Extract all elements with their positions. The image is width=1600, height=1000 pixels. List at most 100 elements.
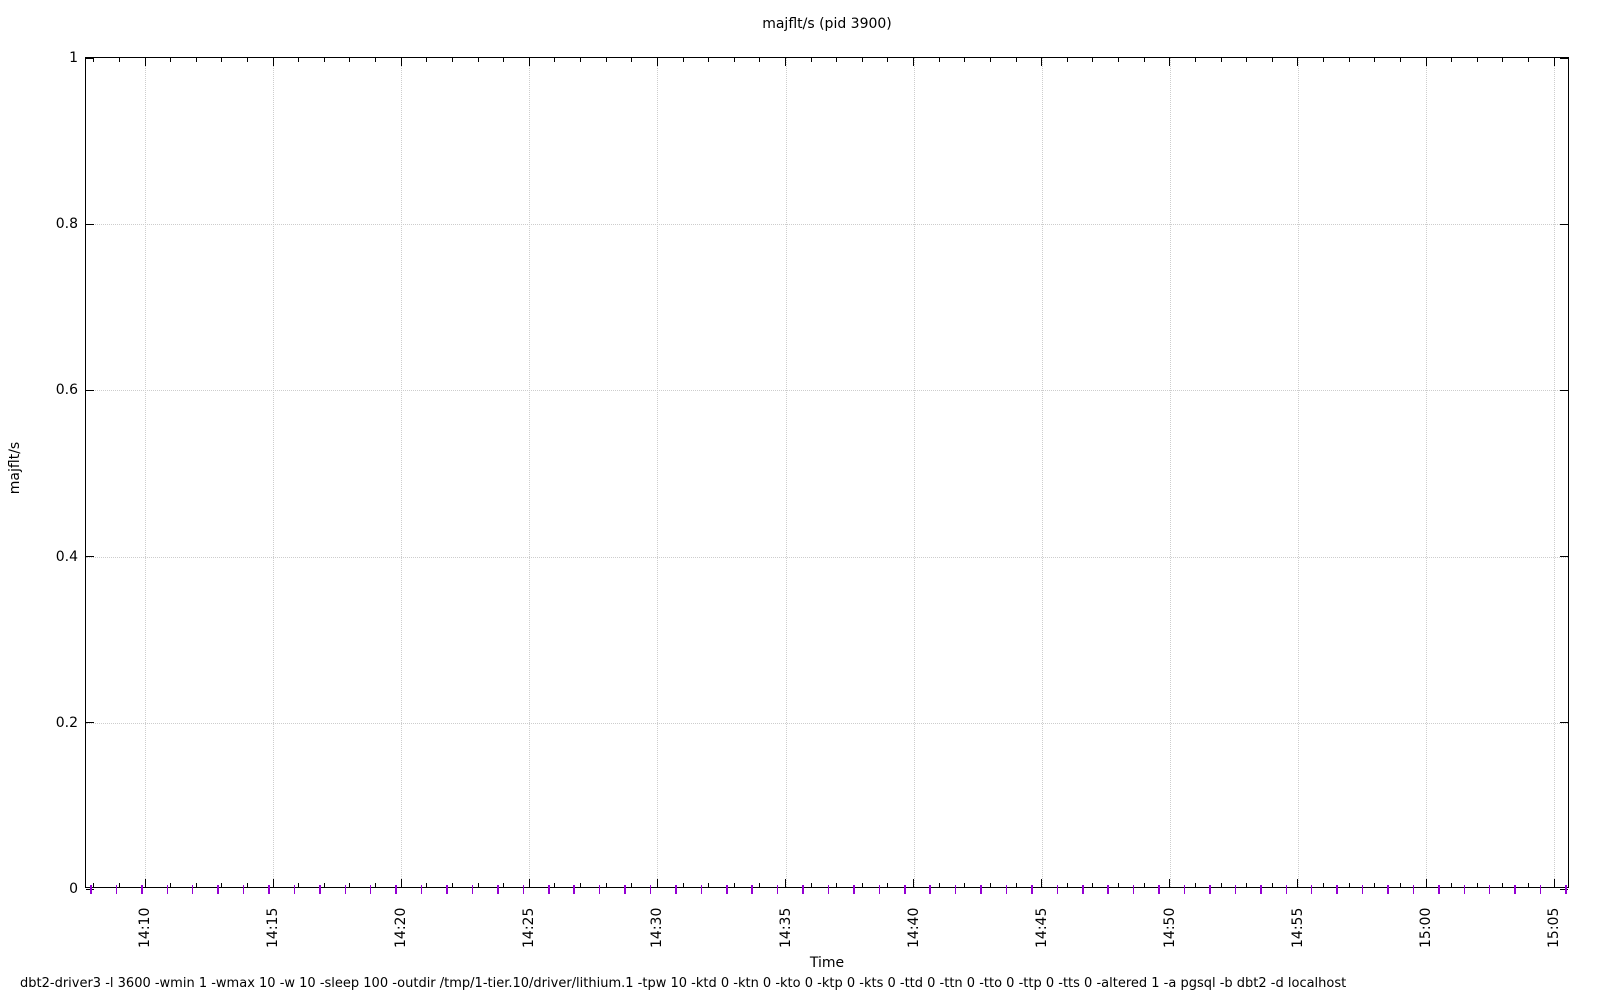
x-minor-tick-bottom (1066, 883, 1068, 887)
x-minor-tick-bottom (298, 883, 300, 887)
data-point-marker (293, 884, 296, 894)
data-point-marker (217, 884, 219, 894)
x-minor-tick-top (1374, 58, 1376, 62)
data-point-marker (802, 884, 804, 894)
plot-area: 0 0.2 0.4 0.6 0.8 1 14:10 14:15 14:20 14:25 14:30 1… (56, 50, 1569, 948)
x-minor-tick-bottom (118, 883, 120, 887)
x-minor-tick-top (1092, 58, 1094, 62)
y-gridline (86, 390, 1568, 392)
x-gridline (145, 58, 146, 887)
data-point-marker (242, 884, 245, 894)
data-point-marker (904, 884, 906, 894)
data-point-marker (1183, 884, 1186, 894)
x-minor-tick-bottom (1527, 883, 1529, 887)
x-minor-tick-bottom (426, 883, 428, 887)
data-point-marker (548, 884, 550, 894)
x-minor-tick-bottom (682, 883, 684, 887)
y-gridline (86, 556, 1568, 558)
x-minor-tick-top (1066, 58, 1068, 62)
x-gridline (913, 58, 915, 887)
data-point-marker (1285, 884, 1287, 894)
data-point-marker (929, 884, 931, 894)
x-tick-label-text: 14:15 (265, 907, 282, 948)
data-point-marker (1514, 884, 1516, 894)
data-point-marker (1158, 884, 1160, 894)
data-point-marker (700, 884, 703, 894)
x-minor-tick-bottom (1399, 883, 1401, 887)
x-minor-tick-bottom (170, 883, 172, 887)
x-tick-top (1553, 58, 1555, 66)
x-tick-label-text: 14:45 (1033, 907, 1050, 948)
y-tick-left (86, 223, 94, 225)
x-minor-tick-top (246, 58, 248, 62)
x-axis-label: Time (809, 955, 845, 971)
x-minor-tick-bottom (1015, 883, 1017, 887)
x-tick-label-text: 15:05 (1546, 907, 1563, 948)
y-tick-label: 0.8 (55, 216, 78, 233)
x-minor-tick-bottom (1451, 883, 1453, 887)
y-tick-right (1560, 888, 1568, 890)
x-tick-bottom (1297, 879, 1299, 887)
x-minor-tick-bottom (631, 883, 633, 887)
x-tick-top (1425, 58, 1427, 66)
y-tick-right (1560, 57, 1568, 59)
data-point-marker (369, 884, 372, 894)
data-point-marker (624, 884, 626, 894)
x-minor-tick-bottom (477, 883, 479, 887)
x-tick-label-text: 14:40 (905, 907, 922, 948)
x-minor-tick-top (810, 58, 812, 62)
y-tick-left (86, 722, 94, 724)
x-minor-tick-top (861, 58, 863, 62)
data-point-marker (1539, 884, 1542, 894)
y-tick-left (86, 57, 94, 59)
x-minor-tick-top (733, 58, 735, 62)
command-line-text: dbt2-driver3 -l 3600 -wmin 1 -wmax 10 -w… (20, 976, 1347, 991)
x-tick-bottom (656, 879, 658, 887)
x-minor-tick-bottom (503, 883, 505, 887)
data-point-marker (878, 884, 881, 894)
x-minor-tick-bottom (221, 883, 223, 887)
data-point-marker (166, 884, 169, 894)
data-point-marker (573, 884, 575, 894)
x-minor-tick-top (375, 58, 377, 62)
x-minor-tick-bottom (887, 883, 889, 887)
x-minor-tick-top (1118, 58, 1120, 62)
x-tick-label-text: 14:55 (1289, 907, 1306, 948)
data-point-marker (344, 884, 347, 894)
x-gridline (657, 58, 659, 887)
data-point-marker (980, 884, 982, 894)
x-minor-tick-top (118, 58, 120, 62)
data-point-marker (1082, 884, 1084, 894)
data-point-marker (1005, 884, 1008, 894)
x-tick-top (528, 58, 530, 66)
x-minor-tick-bottom (1502, 883, 1504, 887)
data-point-marker (471, 884, 474, 894)
data-point-marker (141, 884, 143, 894)
x-minor-tick-top (1271, 58, 1273, 62)
x-minor-tick-bottom (375, 883, 377, 887)
x-tick-label-text: 14:30 (649, 907, 666, 948)
x-tick-bottom (1425, 879, 1427, 887)
x-tick-bottom (400, 879, 402, 887)
x-minor-tick-top (938, 58, 940, 62)
data-point-marker (1234, 884, 1237, 894)
x-tick-bottom (528, 879, 530, 887)
data-point-marker (1260, 884, 1262, 894)
x-tick-top (913, 58, 915, 66)
x-minor-tick-top (759, 58, 761, 62)
x-tick-label-text: 14:20 (393, 907, 410, 948)
data-point-marker (954, 884, 957, 894)
x-gridline (401, 58, 403, 887)
x-minor-tick-bottom (323, 883, 325, 887)
data-point-marker (268, 884, 270, 894)
data-point-marker (319, 884, 321, 894)
x-tick-top (656, 58, 658, 66)
x-minor-tick-bottom (861, 883, 863, 887)
y-tick-label: 1 (69, 50, 78, 66)
x-minor-tick-bottom (93, 883, 95, 887)
chart-title: majflt/s (pid 3900) (762, 16, 892, 32)
data-point-marker (497, 884, 499, 894)
data-point-marker (1310, 884, 1313, 894)
x-gridline (1297, 58, 1299, 887)
x-minor-tick-top (708, 58, 710, 62)
